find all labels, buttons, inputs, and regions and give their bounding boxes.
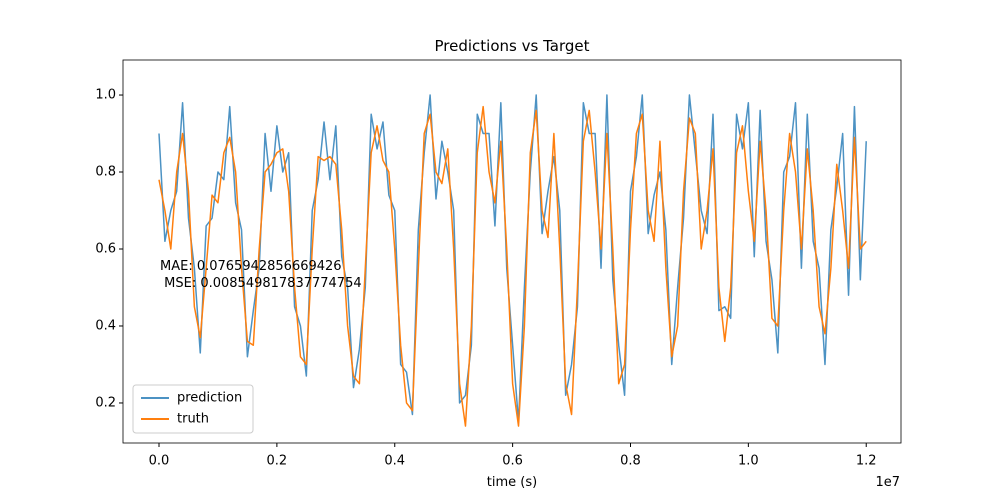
- legend-label: truth: [177, 412, 209, 427]
- x-tick-label: 0.6: [502, 454, 523, 469]
- y-tick-label: 0.4: [95, 318, 116, 333]
- y-tick-label: 0.8: [95, 165, 116, 180]
- x-tick-label: 0.4: [384, 454, 405, 469]
- line-truth: [158, 105, 867, 427]
- y-tick-label: 0.6: [95, 241, 116, 256]
- legend-label: prediction: [177, 391, 242, 406]
- x-offset-label: 1e7: [875, 475, 900, 490]
- chart-title: Predictions vs Target: [435, 37, 590, 55]
- x-tick-label: 0.0: [149, 454, 170, 469]
- plot-frame: [122, 59, 902, 444]
- x-tick-label: 0.8: [620, 454, 641, 469]
- y-tick-label: 1.0: [95, 88, 116, 103]
- x-tick-label: 0.2: [267, 454, 288, 469]
- annotation: MAE: 0.0765942856669426 MSE: 0.008549817…: [160, 259, 362, 291]
- x-tick-label: 1.2: [856, 454, 877, 469]
- x-axis-label: time (s): [487, 475, 537, 490]
- line-prediction: [158, 94, 867, 423]
- y-tick-label: 0.2: [95, 395, 116, 410]
- x-tick-label: 1.0: [738, 454, 759, 469]
